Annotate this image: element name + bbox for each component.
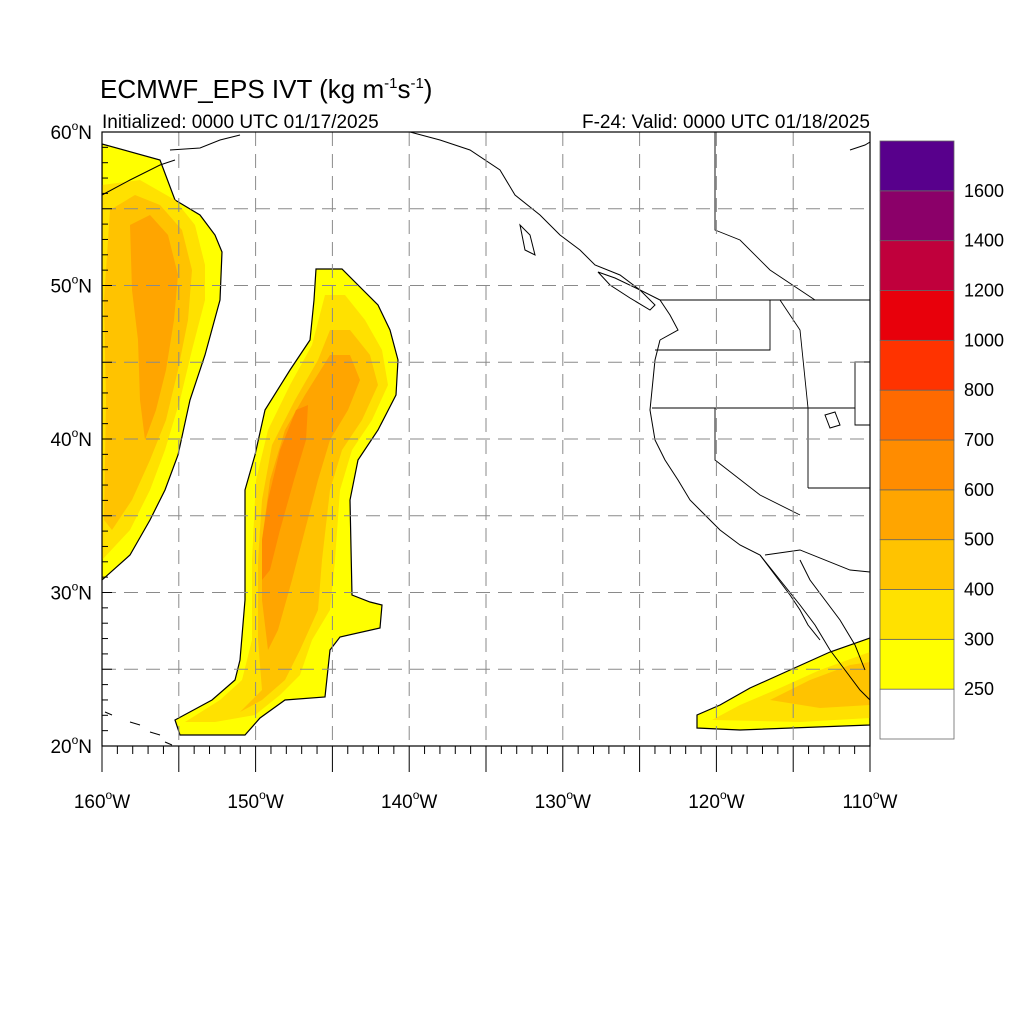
central-river-500: [262, 355, 360, 650]
axis-ticks: [101, 131, 871, 772]
mexico-border: [764, 549, 870, 573]
colorbar-swatch: [879, 190, 955, 242]
colorbar-label: 600: [964, 480, 994, 500]
colorbar-swatch: [879, 489, 955, 541]
colorbar-label: 1200: [964, 281, 1004, 301]
lat-label: 50oN: [50, 273, 92, 298]
lat-label: 20oN: [50, 733, 92, 758]
colorbar-label: 1600: [964, 181, 1004, 201]
central-river-600: [262, 405, 308, 580]
lon-label: 160oW: [74, 788, 130, 813]
nevada-california-border: [714, 408, 801, 516]
colorbar-label: 700: [964, 430, 994, 450]
colorbar-label: 400: [964, 580, 994, 600]
colorbar-swatch: [879, 539, 955, 590]
colorbar-label: 1400: [964, 231, 1004, 251]
lon-label: 110oW: [843, 788, 898, 813]
longitude-labels: 160oW 150oW 140oW 130oW 120oW 110oW: [74, 788, 898, 813]
baja-california-coast: [759, 554, 870, 701]
colorbar-swatch: [879, 688, 955, 740]
great-salt-lake: [824, 411, 841, 429]
lon-label: 120oW: [688, 788, 744, 813]
alaska-canada-border: [714, 132, 816, 301]
latitude-labels: 60oN 50oN 40oN 30oN 20oN: [50, 119, 92, 758]
colorbar-label: 1000: [964, 330, 1004, 350]
hudson-coast: [849, 141, 870, 151]
figure-title: ECMWF_EPS IVT (kg m-1s-1): [100, 74, 432, 104]
western-river-500: [130, 215, 178, 440]
political-boundaries: [652, 132, 870, 573]
colorbar-label: 500: [964, 530, 994, 550]
ivt-shading: [102, 143, 870, 736]
utah-colorado-border: [854, 408, 870, 426]
colorbar-label: 250: [964, 679, 994, 699]
lat-lon-grid: [102, 132, 870, 746]
haida-gwaii: [519, 223, 536, 256]
gulf-of-california-coast: [799, 559, 866, 671]
colorbar-swatch: [879, 439, 955, 491]
canada-coast: [659, 299, 679, 341]
colorbar-swatch: [879, 290, 955, 341]
lon-label: 150oW: [227, 788, 283, 813]
colorbar: 250 300 400 500 600 700 800 1000 1200 1400 1600: [879, 140, 1004, 740]
lon-label: 130oW: [535, 788, 591, 813]
valid-time-label: F-24: Valid: 0000 UTC 01/18/2025: [582, 112, 870, 133]
colorbar-swatch: [879, 638, 955, 690]
alaska-coast-north: [169, 134, 241, 151]
colorbar-label: 800: [964, 380, 994, 400]
alaska-panhandle-coast: [409, 132, 661, 301]
lat-label: 60oN: [50, 119, 92, 144]
colorbar-swatch: [879, 589, 955, 640]
southeast-river-400: [770, 662, 870, 708]
colorbar-label: 300: [964, 629, 994, 649]
washington-oregon-border: [655, 300, 771, 351]
colorbar-swatch: [879, 140, 955, 192]
vancouver-island: [597, 271, 656, 311]
initialized-label: Initialized: 0000 UTC 01/17/2025: [102, 112, 379, 133]
map-plot-area: [102, 132, 870, 746]
lat-label: 30oN: [50, 580, 92, 605]
lon-label: 140oW: [381, 788, 437, 813]
hawaii-islands: [104, 711, 173, 746]
alaska-peninsula: [102, 159, 176, 196]
lat-label: 40oN: [50, 426, 92, 451]
colorbar-swatch: [879, 389, 955, 441]
colorbar-swatch: [879, 240, 955, 291]
idaho-border: [779, 299, 809, 409]
colorbar-swatch: [879, 339, 955, 391]
